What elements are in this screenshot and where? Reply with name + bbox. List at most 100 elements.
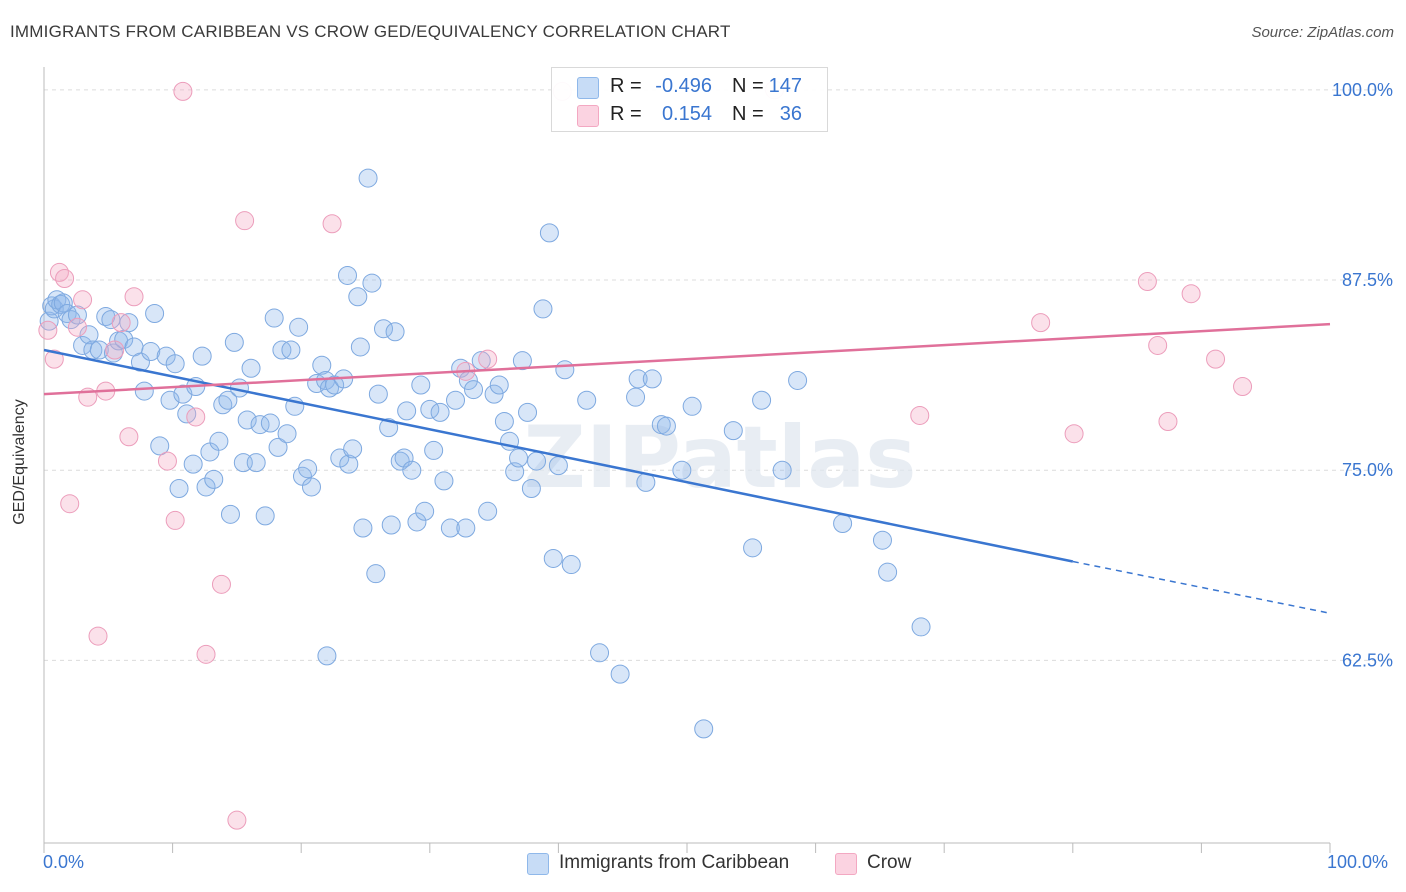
source-label[interactable]: Source: ZipAtlas.com <box>1251 24 1394 41</box>
data-point <box>385 322 405 342</box>
data-point <box>209 431 229 451</box>
data-point <box>141 342 161 362</box>
data-point <box>165 510 185 530</box>
data-point <box>79 325 99 345</box>
data-point <box>298 459 318 479</box>
data-point <box>374 319 394 339</box>
data-point <box>402 460 422 480</box>
crow-swatch <box>577 105 599 127</box>
data-point <box>494 412 514 432</box>
data-point <box>169 478 189 498</box>
r-value: 0.154 <box>661 103 712 125</box>
data-point <box>672 460 692 480</box>
data-point <box>518 402 538 422</box>
data-point <box>192 346 212 366</box>
data-point <box>173 81 193 101</box>
data-point <box>1233 377 1253 397</box>
data-point <box>124 287 144 307</box>
crow-legend-label: Crow <box>867 852 912 873</box>
data-point <box>610 664 630 684</box>
data-point <box>381 515 401 535</box>
data-point <box>57 303 77 323</box>
data-point <box>533 299 553 319</box>
caribbean-legend-label: Immigrants from Caribbean <box>559 852 790 873</box>
series-crow <box>38 80 1253 830</box>
data-point <box>833 513 853 533</box>
data-point <box>555 360 575 380</box>
caribbean-legend-swatch <box>527 853 549 875</box>
y-tick-label: 87.5% <box>1342 270 1393 290</box>
data-point <box>1148 335 1168 355</box>
data-point <box>53 293 73 313</box>
data-point <box>277 424 297 444</box>
data-point <box>157 451 177 471</box>
data-point <box>322 214 342 234</box>
data-point <box>103 343 123 363</box>
x-tick-label-max: 100.0% <box>1327 852 1389 872</box>
data-point <box>38 320 58 340</box>
data-point <box>55 268 75 288</box>
y-tick-label: 75.0% <box>1342 460 1393 480</box>
r-label: R = <box>610 75 642 97</box>
data-point <box>224 332 244 352</box>
data-point <box>204 469 224 489</box>
data-point <box>394 448 414 468</box>
data-point <box>145 303 165 323</box>
chart-title: IMMIGRANTS FROM CARIBBEAN VS CROW GED/EQ… <box>10 22 731 41</box>
data-point <box>343 439 363 459</box>
data-point <box>397 401 417 421</box>
series-caribbean <box>39 168 931 739</box>
data-point <box>1181 284 1201 304</box>
data-point <box>509 448 529 468</box>
data-point <box>250 415 270 435</box>
data-point <box>682 396 702 416</box>
series-legend: Immigrants from Caribbean Crow <box>0 852 1406 878</box>
data-point <box>186 407 206 427</box>
n-label: N = <box>732 103 764 125</box>
data-point <box>235 211 255 231</box>
data-point <box>130 352 150 372</box>
data-point <box>788 370 808 390</box>
data-point <box>260 413 280 433</box>
n-label: N = <box>732 75 764 97</box>
data-point <box>424 440 444 460</box>
data-point <box>67 317 87 337</box>
data-point <box>446 390 466 410</box>
trend-line-crow <box>43 322 1331 396</box>
data-point <box>353 518 373 538</box>
data-point <box>134 381 154 401</box>
data-point <box>484 384 504 404</box>
data-point <box>434 471 454 491</box>
data-point <box>878 562 898 582</box>
data-point <box>160 390 180 410</box>
data-point <box>165 354 185 374</box>
data-point <box>527 451 547 471</box>
data-point <box>237 410 257 430</box>
trend-layer <box>43 322 1331 614</box>
data-point <box>366 564 386 584</box>
data-point <box>407 512 427 532</box>
data-point <box>368 384 388 404</box>
data-point <box>1137 272 1157 292</box>
axes-layer <box>43 67 1331 853</box>
data-point <box>220 504 240 524</box>
data-point <box>872 530 892 550</box>
data-point <box>105 340 125 360</box>
data-point <box>246 453 266 473</box>
data-point <box>1031 313 1051 333</box>
data-point <box>348 287 368 307</box>
data-point <box>911 617 931 637</box>
data-point <box>218 390 238 410</box>
data-point <box>241 358 261 378</box>
caribbean-swatch <box>577 77 599 99</box>
data-point <box>44 349 64 369</box>
data-point <box>420 399 440 419</box>
watermark: ZIPatlas <box>524 408 917 508</box>
data-point <box>512 351 532 371</box>
data-point <box>89 340 109 360</box>
n-value: 147 <box>768 75 802 97</box>
data-point <box>196 477 216 497</box>
data-point <box>49 262 69 282</box>
data-point <box>910 405 930 425</box>
data-point <box>301 477 321 497</box>
